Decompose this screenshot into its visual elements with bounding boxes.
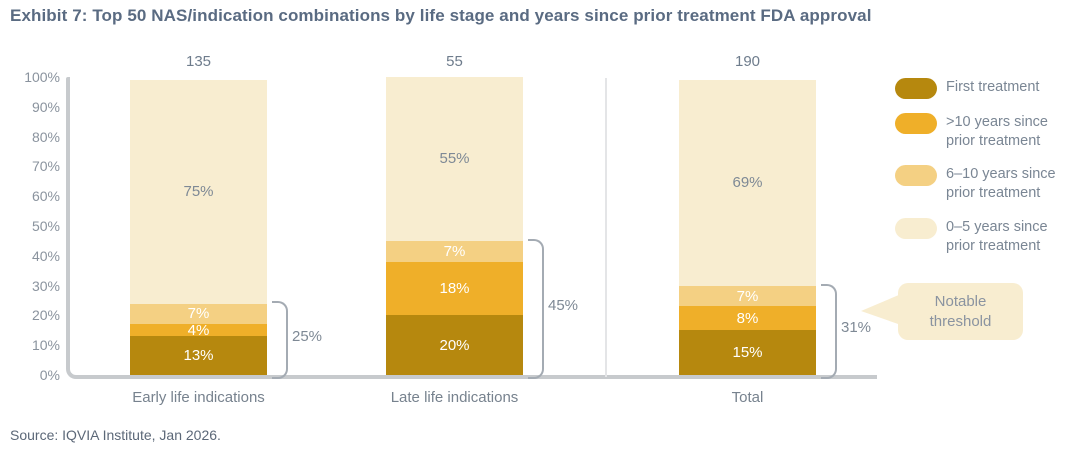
bar-segment: 4%: [130, 321, 267, 339]
bar-segment: 20%: [386, 315, 523, 375]
bar-segment: 7%: [386, 240, 523, 262]
y-axis-tick-label: 50%: [31, 218, 60, 234]
y-axis-tick-label: 20%: [31, 307, 60, 324]
category-label: Late life indications: [390, 389, 519, 406]
y-axis-tick-label: 10%: [31, 337, 60, 354]
bar-segment: 8%: [679, 306, 816, 331]
bar-total-count: 190: [734, 53, 761, 70]
legend-swatch-icon: [895, 78, 937, 99]
legend-item: 0–5 years since prior treatment: [895, 217, 1080, 256]
bar-total-count: 55: [446, 53, 463, 70]
y-axis-tick-label: 60%: [31, 188, 60, 205]
segment-value-label: 69%: [732, 174, 763, 192]
bracket-percent-label: 45%: [548, 296, 579, 314]
threshold-bracket: [528, 238, 544, 379]
bracket-percent-label: 25%: [292, 328, 323, 346]
bracket-percent-label: 31%: [841, 319, 872, 337]
bar-segment: 15%: [679, 330, 816, 375]
bar-segment: 18%: [386, 261, 523, 316]
legend-swatch-icon: [895, 165, 937, 187]
bar-segment: 69%: [679, 80, 816, 286]
legend-label: 0–5 years since prior treatment: [946, 218, 1048, 254]
segment-value-label: 13%: [183, 347, 214, 365]
stacked-bar: 13% 4% 7% 75%: [130, 77, 267, 375]
notable-threshold-label: Notable threshold: [929, 293, 992, 330]
source-note: Source: IQVIA Institute, Jan 2026.: [10, 427, 221, 443]
segment-value-label: 7%: [443, 242, 466, 260]
segment-value-label: 15%: [732, 344, 763, 362]
legend-label: >10 years since prior treatment: [946, 114, 1048, 150]
y-axis-tick-label: 30%: [31, 277, 60, 294]
stacked-bar: 20% 18% 7% 55%: [386, 77, 523, 375]
legend: First treatment >10 years since prior tre…: [895, 78, 1080, 256]
segment-value-label: 7%: [187, 305, 210, 323]
segment-value-label: 8%: [736, 309, 759, 327]
legend-item: >10 years since prior treatment: [895, 113, 1080, 151]
axis-frame: [66, 77, 877, 379]
legend-swatch-icon: [895, 113, 937, 134]
section-divider-line: [605, 78, 607, 377]
segment-value-label: 7%: [736, 287, 759, 305]
bar-segment: 7%: [130, 303, 267, 325]
category-label: Early life indications: [132, 389, 265, 406]
chart-title: Exhibit 7: Top 50 NAS/indication combina…: [10, 6, 872, 25]
legend-item: 6–10 years since prior treatment: [895, 165, 1080, 203]
segment-value-label: 55%: [439, 150, 470, 168]
y-axis-tick-label: 40%: [31, 247, 60, 264]
y-axis-tick-label: 70%: [31, 158, 60, 175]
category-label: Total: [731, 389, 764, 406]
bar-segment: 13%: [130, 336, 267, 375]
legend-label: First treatment: [946, 79, 1040, 95]
notable-threshold-callout: Notable threshold: [898, 283, 1023, 340]
bar-segment: 75%: [130, 80, 267, 304]
legend-swatch-icon: [895, 217, 937, 239]
y-axis-tick-label: 80%: [31, 128, 60, 145]
bar-segment: 55%: [386, 77, 523, 241]
y-axis-tick-label: 0%: [39, 367, 60, 383]
segment-value-label: 75%: [183, 183, 214, 201]
stacked-bar: 15% 8% 7% 69%: [679, 77, 816, 375]
segment-value-label: 20%: [439, 336, 470, 354]
y-axis-tick-label: 100%: [24, 69, 60, 85]
legend-label: 6–10 years since prior treatment: [946, 166, 1056, 202]
segment-value-label: 18%: [439, 280, 470, 298]
y-axis-tick-label: 90%: [31, 98, 60, 115]
segment-value-label: 4%: [187, 321, 210, 339]
bar-segment: 7%: [679, 285, 816, 307]
bar-total-count: 135: [185, 53, 212, 70]
legend-item: First treatment: [895, 78, 1080, 99]
threshold-bracket: [821, 283, 837, 379]
threshold-bracket: [272, 301, 288, 379]
